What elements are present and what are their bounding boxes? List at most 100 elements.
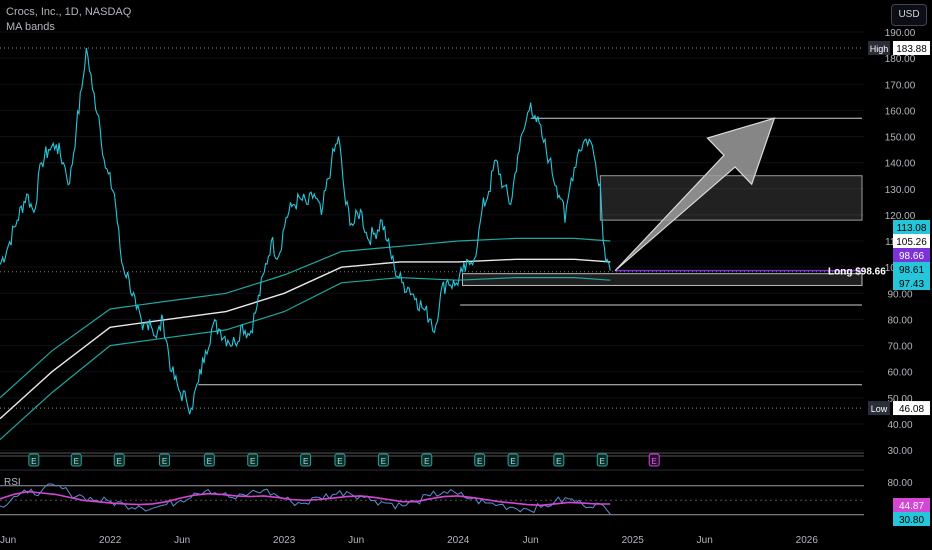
rsi-ma-badge: 44.87	[893, 498, 930, 512]
y-tick-label: 160.00	[885, 106, 916, 117]
grid	[0, 31, 864, 451]
price-badge-label: 113.08	[897, 223, 927, 234]
price-line	[0, 47, 611, 415]
price-badge-label: 30.80	[899, 515, 924, 526]
x-tick-label: 2023	[273, 535, 296, 546]
y-tick-label: 80.00	[887, 315, 912, 326]
earnings-event: E	[648, 453, 660, 467]
y-axis: 190.00 180.00 170.00 160.00 150.00 140.00 130.…	[868, 28, 930, 526]
earnings-badge-label: E	[600, 457, 605, 466]
rsi-value-badge: 30.80	[893, 512, 930, 526]
price-badge-bg	[893, 40, 930, 55]
x-axis: Jun 2022 Jun 2023 Jun 2024 Jun 2025 Jun 2026	[0, 535, 818, 546]
y-tick-label: 180.00	[885, 54, 916, 65]
price-badge-label: 98.61	[899, 265, 924, 276]
y-tick-label: 60.00	[887, 368, 912, 379]
band-mid-badge: 105.26	[893, 234, 930, 248]
price-badge-label: 98.66	[899, 251, 924, 262]
long-badge: 98.66	[893, 248, 930, 262]
price-badge-label: 183.88	[896, 44, 927, 55]
x-tick-label: 2026	[796, 535, 819, 546]
y-tick-label: 170.00	[885, 80, 916, 91]
ma-lower-band	[0, 276, 611, 441]
earnings-badge-label: E	[31, 457, 36, 466]
x-tick-label: Jun	[0, 535, 16, 546]
earnings-event: E	[70, 453, 82, 467]
rsi-ma-line	[0, 490, 611, 507]
target-arrow	[614, 117, 776, 272]
zones	[198, 117, 863, 386]
currency-button[interactable]: USD	[891, 4, 927, 26]
price-badge-bg	[893, 276, 930, 290]
earnings-badge	[334, 453, 346, 467]
earnings-event: E	[474, 453, 486, 467]
y-tick-label: 50.00	[887, 394, 912, 405]
level-tag-label: Low	[871, 404, 888, 414]
price-badge-bg	[893, 401, 930, 416]
price-badge-bg	[893, 220, 930, 234]
y-tick-label: 120.00	[885, 211, 916, 222]
earnings-badge-label: E	[381, 457, 386, 466]
price-badge-bg	[893, 262, 930, 276]
earnings-event: E	[553, 453, 565, 467]
earnings-badge	[113, 453, 125, 467]
rsi-pane	[0, 469, 864, 516]
earnings-badge-label: E	[477, 457, 482, 466]
earnings-event: E	[334, 453, 346, 467]
earnings-badge	[648, 453, 660, 467]
earnings-event: E	[159, 453, 171, 467]
earnings-badge	[247, 453, 259, 467]
y-tick-label: 150.00	[885, 133, 916, 144]
earnings-badge-label: E	[424, 457, 429, 466]
support-zone	[462, 273, 863, 286]
price-badge-label: 105.26	[896, 237, 927, 248]
earnings-badge	[553, 453, 565, 467]
y-tick-label: 190.00	[885, 28, 916, 39]
y-tick-label: 140.00	[885, 159, 916, 170]
price-badge-bg	[893, 498, 930, 512]
symbol-title: Crocs, Inc., 1D, NASDAQ	[6, 6, 132, 18]
earnings-badge	[70, 453, 82, 467]
earnings-badge-label: E	[250, 457, 255, 466]
price-badge-bg	[893, 512, 930, 526]
earnings-badge	[507, 453, 519, 467]
x-tick-label: Jun	[348, 535, 364, 546]
x-tick-label: 2024	[447, 535, 470, 546]
band-upper-badge: 113.08	[893, 220, 930, 234]
level-tag	[868, 40, 890, 55]
earnings-event: E	[507, 453, 519, 467]
resistance-zone	[599, 175, 863, 221]
earnings-badge	[159, 453, 171, 467]
high-badge: High 183.88	[868, 40, 930, 55]
earnings-badge-label: E	[337, 457, 342, 466]
long-position-label: Long $98.66	[828, 267, 886, 278]
earnings-badge	[203, 453, 215, 467]
earnings-badge-label: E	[162, 457, 167, 466]
earnings-event: E	[300, 453, 312, 467]
y-tick-label: 90.00	[887, 289, 912, 300]
earnings-event: E	[377, 453, 389, 467]
rsi-tick-label: 80.00	[887, 478, 912, 489]
earnings-event: E	[247, 453, 259, 467]
earnings-badge-label: E	[303, 457, 308, 466]
price-badge-label: 44.87	[899, 501, 924, 512]
earnings-badge-label: E	[510, 457, 515, 466]
ma-upper-band	[0, 237, 611, 399]
earnings-badge-label: E	[652, 457, 657, 466]
earnings-badge	[596, 453, 608, 467]
earnings-event: E	[113, 453, 125, 467]
low-badge: Low 46.08	[868, 401, 930, 416]
earnings-badge	[421, 453, 433, 467]
indicator-name[interactable]: MA bands	[6, 21, 55, 33]
earnings-event: E	[203, 453, 215, 467]
earnings-badge-label: E	[117, 457, 122, 466]
ma-bands	[0, 237, 611, 441]
earnings-badge-label: E	[207, 457, 212, 466]
x-tick-label: 2025	[622, 535, 645, 546]
levels: Long $98.66	[0, 47, 886, 409]
x-tick-label: Jun	[697, 535, 713, 546]
price-badge-label: 46.08	[899, 404, 924, 415]
x-tick-label: Jun	[174, 535, 190, 546]
